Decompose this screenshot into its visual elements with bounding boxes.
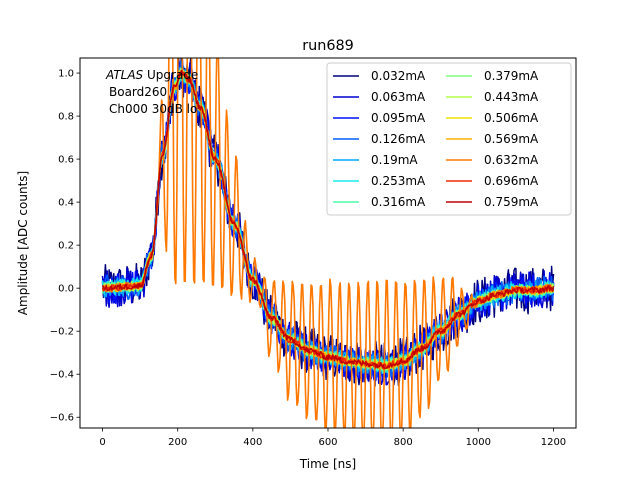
legend-label: 0.569mA <box>484 132 539 146</box>
x-axis-label: Time [ns] <box>299 457 356 471</box>
y-axis-label: Amplitude [ADC counts] <box>16 171 30 315</box>
annotation-atlas: ATLAS <box>105 68 144 82</box>
legend-label: 0.19mA <box>371 153 418 167</box>
y-tick-label: −0.4 <box>50 370 74 381</box>
y-tick-label: 0.4 <box>58 198 74 209</box>
legend-label: 0.063mA <box>371 90 426 104</box>
legend-label: 0.095mA <box>371 111 426 125</box>
legend-label: 0.126mA <box>371 132 426 146</box>
chart-title: run689 <box>302 38 354 54</box>
svg-text:ATLAS Upgrade: ATLAS Upgrade <box>105 68 198 82</box>
legend-label: 0.696mA <box>484 174 539 188</box>
legend-label: 0.253mA <box>371 174 426 188</box>
x-tick-label: 0 <box>99 437 105 448</box>
legend-label: 0.632mA <box>484 153 539 167</box>
atlas-annotation: ATLAS Upgrade Board260 Ch000 30dB lo <box>105 68 198 116</box>
y-tick-label: 0.6 <box>58 155 74 166</box>
legend-label: 0.759mA <box>484 195 539 209</box>
x-tick-label: 200 <box>168 437 187 448</box>
series-layer <box>101 58 555 428</box>
ticks-layer: 0 200 400 600 800 1000 1200 −0.6 −0.4 −0.2 0.0 0.2 0… <box>50 69 566 448</box>
x-tick-label: 1000 <box>466 437 491 448</box>
series-line-0.759mA <box>101 69 555 370</box>
legend-label: 0.443mA <box>484 90 539 104</box>
legend-label: 0.032mA <box>371 69 426 83</box>
y-tick-label: −0.2 <box>50 327 74 338</box>
annotation-board: Board260 <box>109 85 167 99</box>
annotation-channel: Ch000 30dB lo <box>109 102 197 116</box>
legend-label: 0.316mA <box>371 195 426 209</box>
y-tick-label: 0.2 <box>58 241 74 252</box>
legend: 0.032mA 0.063mA 0.095mA 0.126mA 0.19mA 0.253m… <box>326 62 572 216</box>
x-tick-label: 600 <box>318 437 337 448</box>
x-tick-label: 800 <box>394 437 413 448</box>
y-tick-label: 1.0 <box>58 69 74 80</box>
y-tick-label: −0.6 <box>50 413 74 424</box>
y-tick-label: 0.0 <box>58 284 74 295</box>
x-tick-label: 400 <box>243 437 262 448</box>
annotation-upgrade: Upgrade <box>143 68 198 82</box>
x-tick-label: 1200 <box>541 437 566 448</box>
y-tick-label: 0.8 <box>58 112 74 123</box>
legend-label: 0.506mA <box>484 111 539 125</box>
legend-label: 0.379mA <box>484 69 539 83</box>
